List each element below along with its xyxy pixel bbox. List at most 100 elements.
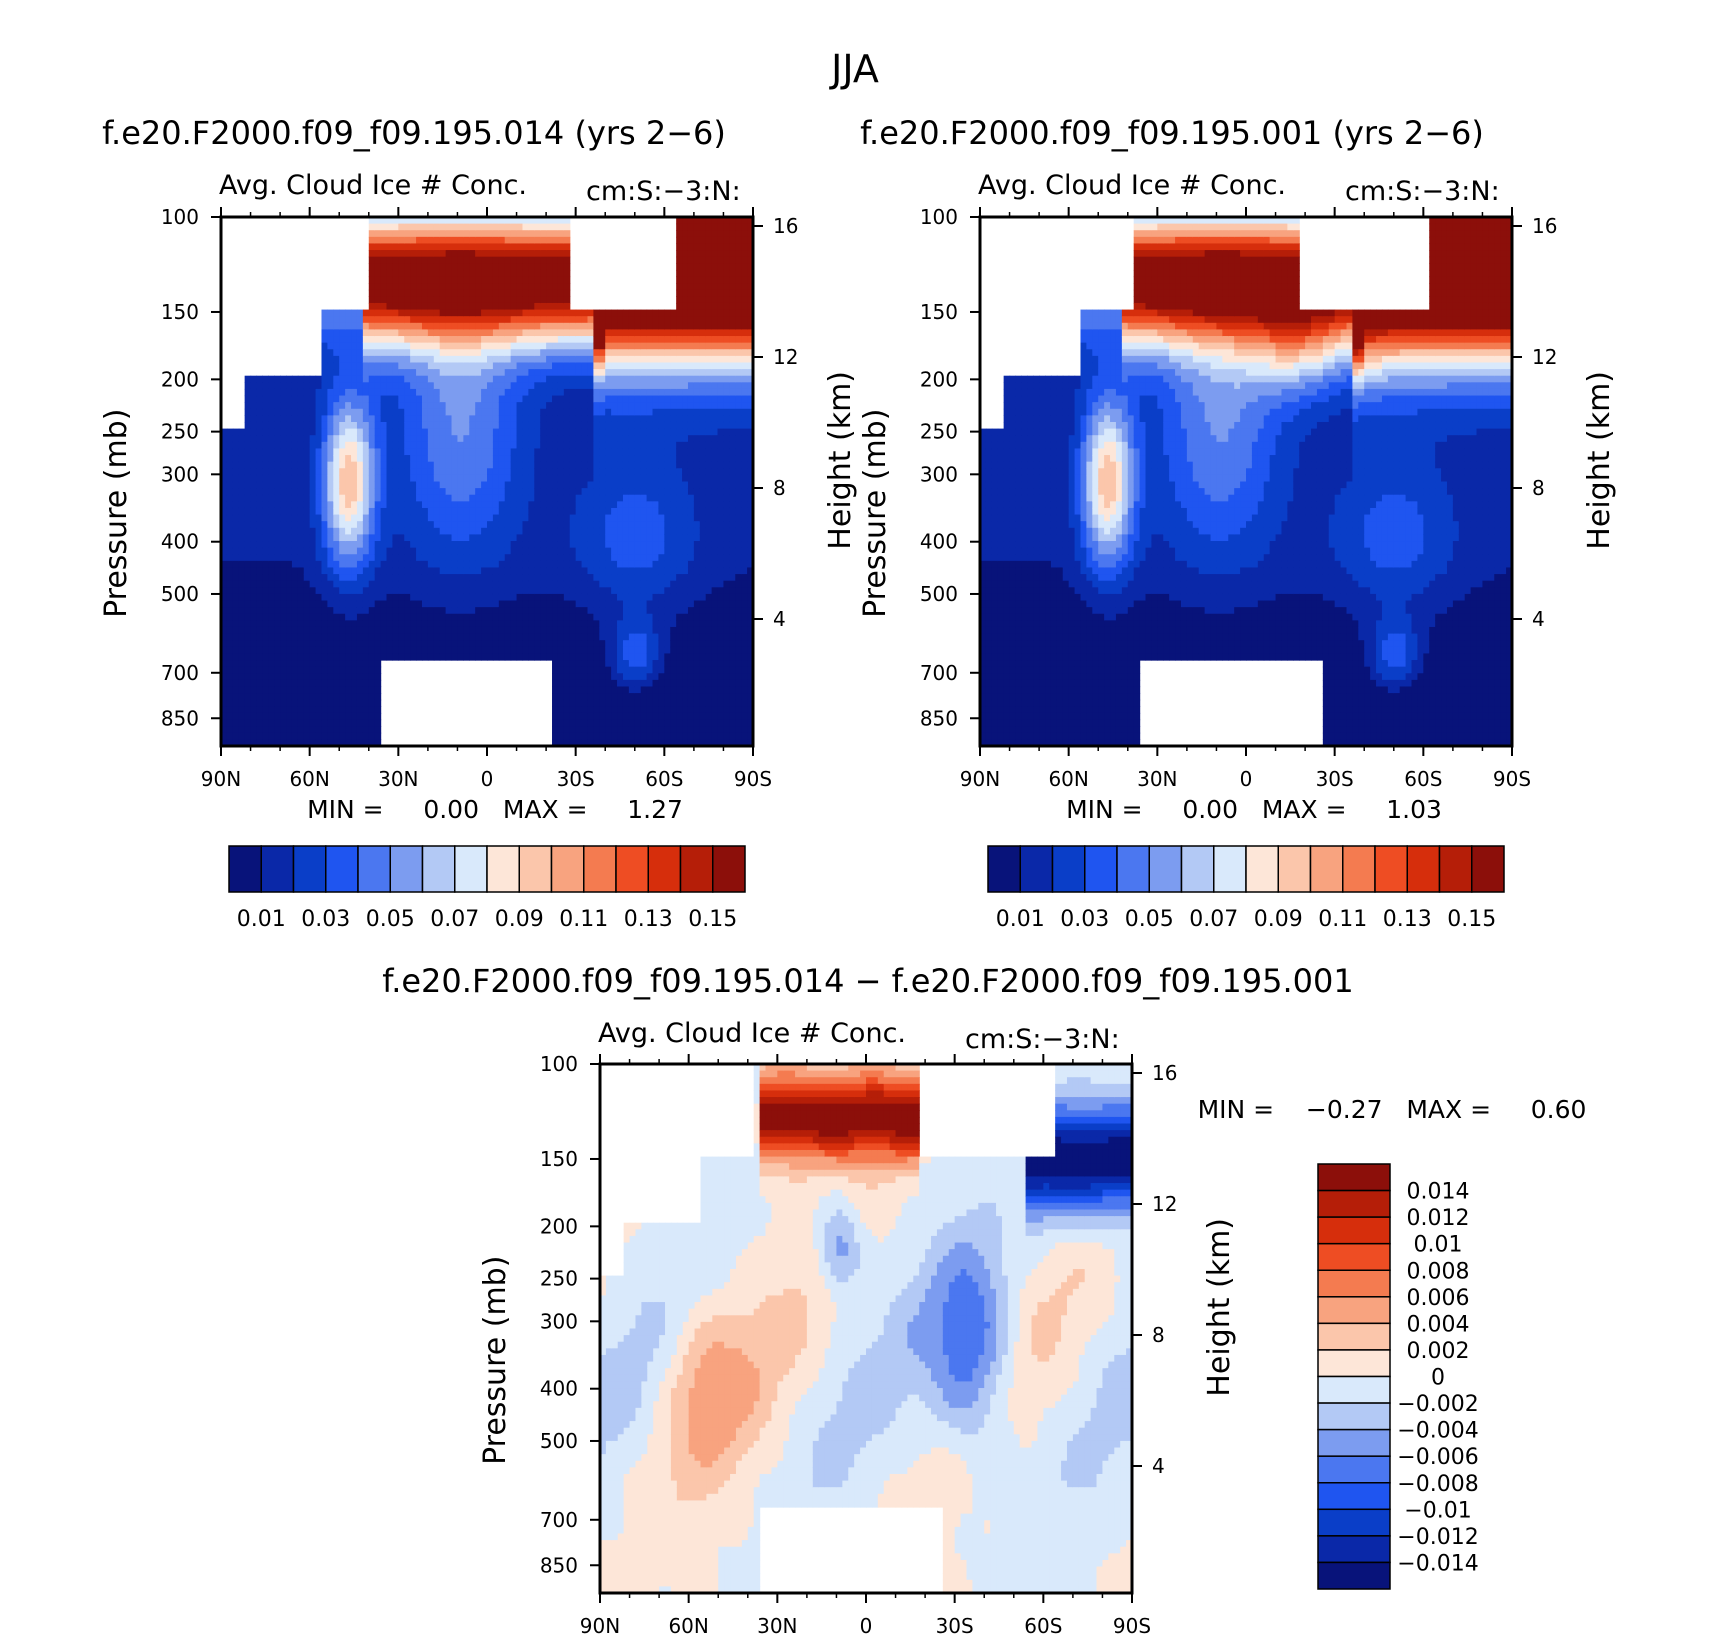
- field-cell: [439, 633, 447, 641]
- field-cell: [528, 587, 535, 595]
- field-cell: [416, 362, 423, 370]
- field-cell: [469, 521, 476, 529]
- field-cell: [362, 395, 370, 403]
- field-cell: [386, 316, 394, 324]
- field-cell: [327, 706, 334, 714]
- field-cell: [528, 580, 535, 588]
- field-cell: [421, 283, 429, 291]
- field-cell: [557, 679, 565, 688]
- field-cell: [404, 547, 411, 555]
- field-cell: [315, 679, 323, 688]
- field-cell: [617, 342, 624, 350]
- field-cell: [652, 567, 660, 575]
- field-cell: [362, 679, 370, 688]
- field-cell: [599, 626, 606, 635]
- field-cell: [351, 679, 358, 688]
- field-cell: [498, 428, 506, 436]
- field-cell: [445, 263, 453, 271]
- field-cell: [557, 633, 565, 641]
- field-cell: [356, 653, 364, 661]
- field-cell: [280, 574, 287, 582]
- field-cell: [439, 481, 447, 489]
- field-cell: [528, 223, 535, 231]
- field-cell: [569, 554, 577, 562]
- field-cell: [581, 507, 589, 516]
- field-cell: [291, 468, 299, 476]
- field-cell: [315, 646, 323, 655]
- field-cell: [510, 633, 518, 641]
- field-cell: [404, 613, 411, 621]
- field-cell: [475, 633, 482, 641]
- field-cell: [546, 421, 553, 430]
- field-cell: [552, 640, 559, 648]
- field-cell: [374, 673, 382, 681]
- field-cell: [640, 501, 648, 509]
- field-cell: [534, 448, 541, 456]
- field-cell: [540, 382, 547, 390]
- field-cell: [410, 369, 417, 377]
- field-cell: [457, 633, 464, 641]
- field-cell: [291, 653, 299, 661]
- field-cell: [463, 223, 470, 231]
- field-cell: [510, 514, 518, 522]
- field-cell: [356, 574, 364, 582]
- field-cell: [315, 706, 323, 714]
- field-cell: [351, 507, 358, 516]
- field-cell: [345, 461, 352, 469]
- field-cell: [291, 620, 299, 628]
- field-cell: [492, 382, 500, 390]
- field-cell: [416, 574, 423, 582]
- field-cell: [321, 501, 328, 509]
- field-cell: [646, 527, 654, 535]
- field-cell: [652, 699, 660, 707]
- field-cell: [362, 574, 370, 582]
- field-cell: [421, 514, 429, 522]
- field-cell: [345, 388, 352, 397]
- field-cell: [404, 560, 411, 569]
- field-cell: [552, 256, 559, 264]
- field-cell: [634, 474, 642, 483]
- field-cell: [593, 316, 600, 324]
- field-cell: [309, 653, 317, 661]
- field-cell: [481, 296, 488, 304]
- field-cell: [374, 369, 382, 377]
- field-cell: [563, 613, 571, 621]
- field-cell: [356, 474, 364, 483]
- field-cell: [670, 309, 677, 317]
- field-cell: [327, 613, 334, 621]
- field-cell: [433, 250, 441, 258]
- field-cell: [309, 441, 317, 450]
- field-cell: [546, 428, 553, 436]
- field-cell: [469, 236, 476, 245]
- field-cell: [634, 415, 642, 423]
- field-cell: [374, 640, 382, 648]
- field-cell: [368, 613, 376, 621]
- field-cell: [421, 269, 429, 278]
- field-cell: [451, 514, 459, 522]
- field-cell: [605, 461, 612, 469]
- field-cell: [463, 494, 470, 502]
- field-cell: [498, 547, 506, 555]
- field-cell: [587, 362, 594, 370]
- field-cell: [492, 527, 500, 535]
- field-cell: [593, 448, 600, 456]
- field-cell: [345, 560, 352, 569]
- field-cell: [221, 653, 228, 661]
- field-cell: [286, 501, 293, 509]
- field-cell: [339, 527, 346, 535]
- field-cell: [416, 369, 423, 377]
- field-cell: [439, 640, 447, 648]
- field-cell: [670, 461, 677, 469]
- field-cell: [351, 640, 358, 648]
- field-cell: [380, 362, 388, 370]
- field-cell: [421, 336, 429, 344]
- field-cell: [557, 620, 565, 628]
- field-cell: [392, 349, 399, 357]
- field-cell: [297, 640, 305, 648]
- field-cell: [628, 699, 636, 707]
- field-cell: [392, 474, 399, 483]
- field-cell: [333, 435, 340, 443]
- field-cell: [617, 316, 624, 324]
- field-cell: [611, 633, 618, 641]
- field-cell: [262, 600, 269, 608]
